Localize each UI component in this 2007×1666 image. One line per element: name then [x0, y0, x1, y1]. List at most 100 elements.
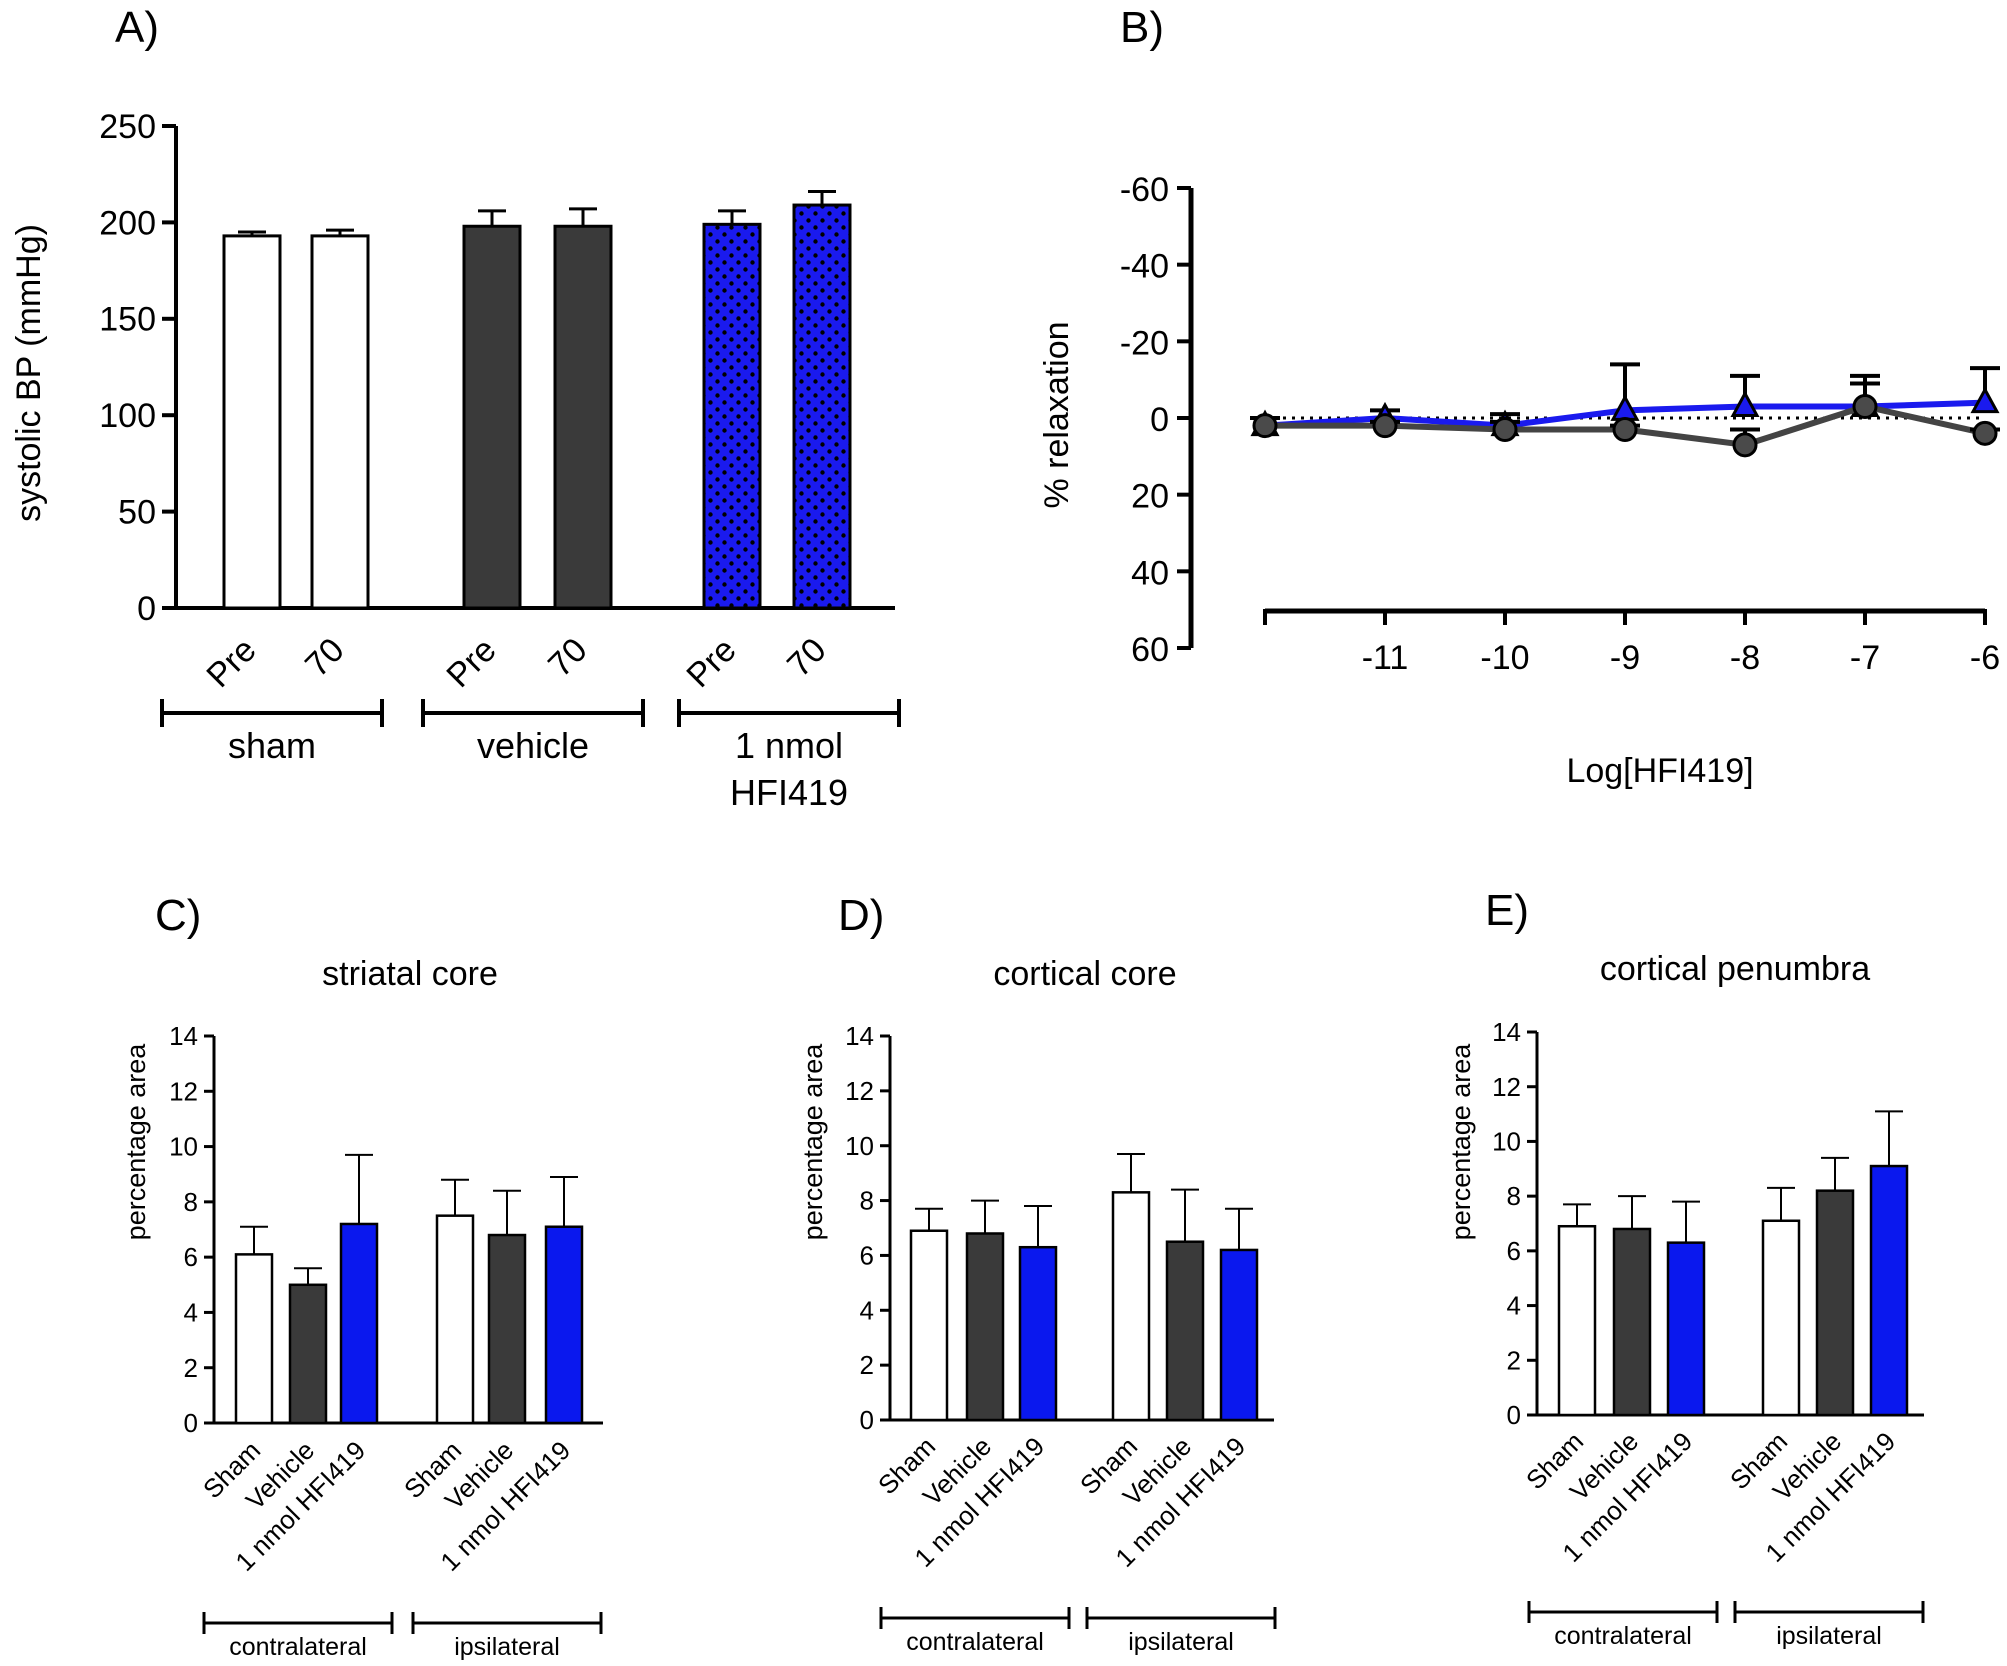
- y-tick-label: 20: [1131, 478, 1169, 516]
- bar: [965, 1232, 1005, 1422]
- y-tick-label: -40: [1120, 248, 1169, 286]
- y-tick-label: 12: [1492, 1072, 1521, 1102]
- data-point-circle: [1972, 420, 1998, 446]
- panel-b-relaxation-chart: B) % relaxation Log[HFI419] -60 -40 -20 0 20…: [1038, 3, 2000, 790]
- y-tick-label: 6: [184, 1242, 198, 1272]
- bar: [702, 222, 762, 610]
- y-tick-label: 2: [184, 1353, 198, 1383]
- group-label: ipsilateral: [1776, 1622, 1882, 1650]
- bar: [1761, 1219, 1801, 1417]
- bar: [909, 1229, 949, 1422]
- y-tick-label: 150: [99, 301, 156, 339]
- bar: [1612, 1227, 1652, 1417]
- group-label: contralateral: [1554, 1622, 1692, 1650]
- bar: [1815, 1189, 1855, 1417]
- y-tick-label: 0: [1507, 1400, 1521, 1430]
- y-axis-label: percentage area: [121, 1043, 151, 1241]
- bar: [288, 1283, 328, 1425]
- x-category-label: Pre: [199, 631, 263, 695]
- y-tick-label: 0: [860, 1405, 874, 1435]
- x-category-label: 70: [298, 631, 352, 685]
- y-tick-label: 14: [169, 1021, 198, 1051]
- y-axis-label: systolic BP (mmHg): [10, 224, 48, 522]
- y-tick-label: 4: [1507, 1291, 1521, 1321]
- panel-label-a: A): [115, 3, 159, 52]
- y-tick-label: 60: [1131, 631, 1169, 669]
- bar: [1018, 1245, 1058, 1422]
- y-tick-label: 8: [1507, 1181, 1521, 1211]
- x-tick-label: -6: [1970, 639, 2000, 677]
- group-label: HFI419: [730, 772, 848, 813]
- y-tick-label: 2: [1507, 1345, 1521, 1375]
- y-tick-label: 10: [1492, 1127, 1521, 1157]
- y-tick-label: 40: [1131, 554, 1169, 592]
- y-tick-label: 8: [184, 1187, 198, 1217]
- y-axis-label: percentage area: [1446, 1043, 1476, 1241]
- y-tick-label: 4: [184, 1298, 198, 1328]
- x-tick-label: -10: [1480, 639, 1529, 677]
- y-tick-label: 0: [137, 590, 156, 628]
- y-tick-label: 0: [1150, 401, 1169, 439]
- y-tick-label: 200: [99, 204, 156, 242]
- x-category-label: 70: [780, 631, 834, 685]
- bar: [1111, 1191, 1151, 1422]
- x-category-label: 70: [541, 631, 595, 685]
- x-tick-label: -11: [1362, 639, 1409, 677]
- group-label: contralateral: [906, 1628, 1044, 1656]
- data-point-circle: [1372, 413, 1398, 439]
- panel-label-d: D): [838, 891, 884, 940]
- y-tick-label: 250: [99, 108, 156, 146]
- y-tick-label: -60: [1120, 171, 1169, 209]
- bar: [553, 224, 613, 610]
- bar: [1165, 1240, 1205, 1422]
- bar: [792, 203, 852, 610]
- y-tick-label: 0: [184, 1408, 198, 1438]
- y-tick-label: 14: [845, 1021, 874, 1051]
- bar: [544, 1225, 584, 1425]
- chart-title: cortical penumbra: [1600, 950, 1870, 988]
- y-tick-label: 14: [1492, 1017, 1521, 1047]
- y-tick-label: 2: [860, 1350, 874, 1380]
- panel-d-cortical-core-chart: D) cortical core percentage area 0 2 4 6 8 10…: [798, 891, 1277, 1656]
- bar: [310, 234, 370, 610]
- panel-c-striatal-core-chart: C) striatal core percentage area 0 2 4 6 8 10…: [121, 891, 603, 1661]
- panel-a-systolic-bp-chart: A) systolic BP (mmHg) 0 50 100 150 200 250 Pre…: [10, 3, 901, 813]
- bar: [462, 224, 522, 610]
- bar: [1869, 1164, 1909, 1417]
- bar: [487, 1233, 527, 1425]
- data-point-circle: [1732, 432, 1758, 458]
- bar: [435, 1214, 475, 1425]
- x-tick-label: -8: [1730, 639, 1760, 677]
- chart-title: cortical core: [993, 955, 1176, 993]
- y-tick-label: 12: [845, 1076, 874, 1106]
- group-label: ipsilateral: [454, 1633, 560, 1661]
- y-tick-label: 8: [860, 1186, 874, 1216]
- chart-title: striatal core: [322, 955, 498, 993]
- bar: [1219, 1248, 1259, 1422]
- x-tick-label: -7: [1850, 639, 1880, 677]
- y-axis-label: % relaxation: [1038, 321, 1076, 508]
- data-point-circle: [1612, 417, 1638, 442]
- x-category-label: Pre: [679, 631, 743, 695]
- group-label: sham: [228, 725, 316, 766]
- data-point-triangle: [1970, 386, 2000, 414]
- group-label: 1 nmol: [735, 725, 843, 766]
- y-axis-label: percentage area: [798, 1043, 828, 1241]
- x-tick-label: -9: [1610, 639, 1640, 677]
- y-tick-label: 6: [860, 1241, 874, 1271]
- group-label: vehicle: [477, 725, 589, 766]
- y-tick-label: 50: [118, 494, 156, 532]
- y-tick-label: 4: [860, 1295, 874, 1325]
- bar: [222, 234, 282, 610]
- panel-label-c: C): [155, 891, 201, 940]
- y-tick-label: 10: [169, 1132, 198, 1162]
- x-axis-label: Log[HFI419]: [1566, 752, 1753, 790]
- bar: [339, 1222, 379, 1425]
- bar: [1666, 1241, 1706, 1417]
- panel-label-e: E): [1485, 886, 1529, 935]
- y-tick-label: -20: [1120, 324, 1169, 362]
- group-label: ipsilateral: [1128, 1628, 1234, 1656]
- panel-label-b: B): [1120, 3, 1164, 52]
- y-tick-label: 10: [845, 1131, 874, 1161]
